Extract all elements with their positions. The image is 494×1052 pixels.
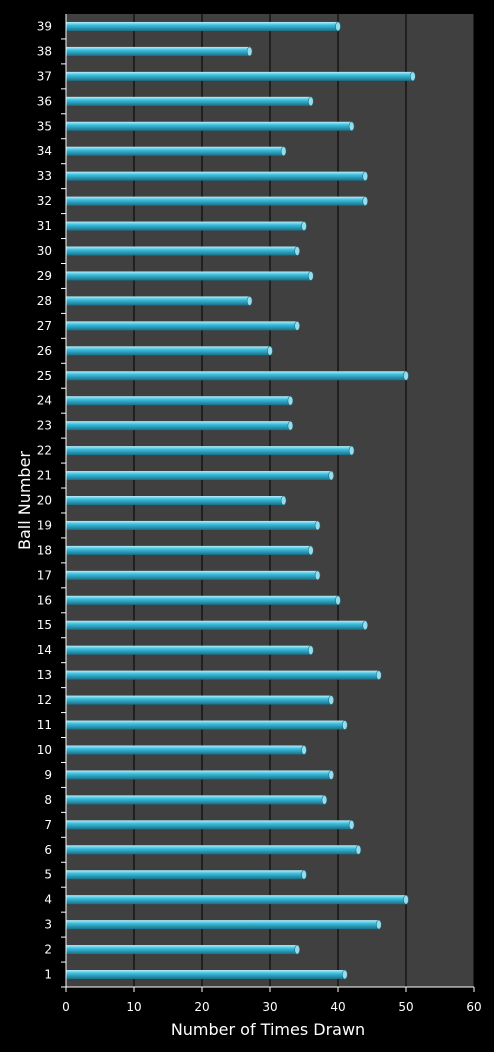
y-tick-label: 12: [37, 693, 52, 707]
y-tick-label: 16: [37, 593, 52, 607]
y-tick-label: 6: [44, 843, 52, 857]
y-tick-label: 8: [44, 793, 52, 807]
y-tick-label: 26: [37, 344, 52, 358]
bar: [66, 271, 314, 281]
bar: [66, 46, 253, 57]
x-tick-label: 20: [194, 1000, 209, 1014]
y-tick-label: 31: [37, 219, 52, 233]
y-tick-label: 2: [44, 943, 52, 957]
y-tick-label: 19: [37, 518, 52, 532]
bar: [66, 969, 348, 980]
y-tick-label: 21: [37, 469, 52, 483]
bar: [66, 445, 355, 456]
y-tick-label: 18: [37, 543, 52, 557]
x-tick-label: 50: [398, 1000, 413, 1014]
bar: [66, 670, 382, 680]
x-tick-labels: 0 10 20 30 40 50 60: [62, 1000, 481, 1014]
bar: [66, 894, 409, 905]
y-tick-label: 28: [37, 294, 52, 308]
y-axis-title: Ball Number: [15, 451, 34, 550]
bar: [66, 919, 382, 930]
y-tick-label: 30: [37, 244, 52, 258]
bar: [66, 96, 314, 107]
axes: [65, 14, 474, 988]
x-tick-label: 40: [330, 1000, 345, 1014]
bar: [66, 645, 314, 655]
bar: [66, 695, 335, 705]
y-tick-label: 27: [37, 319, 52, 333]
bar: [66, 495, 287, 506]
bar: [66, 869, 307, 880]
bar: [66, 420, 294, 431]
bar: [66, 570, 321, 581]
y-tick-label: 37: [37, 69, 52, 83]
y-tick-labels: 1234567891011121314151617181920212223242…: [37, 19, 66, 988]
x-tick-label: 30: [262, 1000, 277, 1014]
y-tick-label: 38: [37, 44, 52, 58]
bar: [66, 545, 314, 556]
bars: [66, 21, 416, 980]
y-tick-label: 24: [37, 394, 52, 408]
bar: [66, 221, 307, 231]
y-tick-label: 5: [44, 868, 52, 882]
bar: [66, 745, 307, 755]
bar: [66, 246, 301, 256]
y-tick-label: 20: [37, 494, 52, 508]
bar: [66, 196, 369, 206]
bar: [66, 520, 321, 531]
x-axis-title: Number of Times Drawn: [171, 1020, 365, 1039]
bar: [66, 321, 301, 331]
bar: [66, 620, 369, 631]
bar: [66, 171, 369, 181]
y-tick-label: 10: [37, 743, 52, 757]
y-tick-label: 11: [37, 718, 52, 732]
y-tick-label: 35: [37, 119, 52, 133]
y-tick-label: 39: [37, 19, 52, 33]
y-tick-label: 34: [37, 144, 52, 158]
bar: [66, 770, 335, 780]
bar: [66, 71, 416, 82]
y-tick-label: 1: [44, 968, 52, 982]
x-tick-label: 0: [62, 1000, 70, 1014]
y-tick-label: 25: [37, 369, 52, 383]
y-tick-label: 13: [37, 668, 52, 682]
y-tick-label: 22: [37, 444, 52, 458]
y-tick-label: 9: [44, 768, 52, 782]
bar: [66, 146, 287, 157]
bar: [66, 595, 341, 606]
y-tick-label: 14: [37, 643, 52, 657]
bar: [66, 296, 253, 306]
bar: [66, 944, 301, 955]
y-tick-label: 29: [37, 269, 52, 283]
y-tick-label: 36: [37, 94, 52, 108]
bar: [66, 346, 273, 356]
bar: [66, 395, 294, 406]
y-tick-label: 3: [44, 918, 52, 932]
bar: [66, 795, 328, 805]
x-tick-label: 60: [466, 1000, 481, 1014]
y-tick-label: 32: [37, 194, 52, 208]
bar: [66, 370, 409, 381]
bar: [66, 21, 341, 32]
y-tick-label: 33: [37, 169, 52, 183]
x-tick-label: 10: [126, 1000, 141, 1014]
bar: [66, 820, 355, 830]
y-tick-label: 15: [37, 618, 52, 632]
y-tick-label: 7: [44, 818, 52, 832]
bar: [66, 720, 348, 730]
y-tick-label: 23: [37, 419, 52, 433]
bar: [66, 121, 355, 132]
y-tick-label: 4: [44, 893, 52, 907]
bar: [66, 844, 362, 855]
y-tick-label: 17: [37, 568, 52, 582]
bar: [66, 470, 335, 481]
